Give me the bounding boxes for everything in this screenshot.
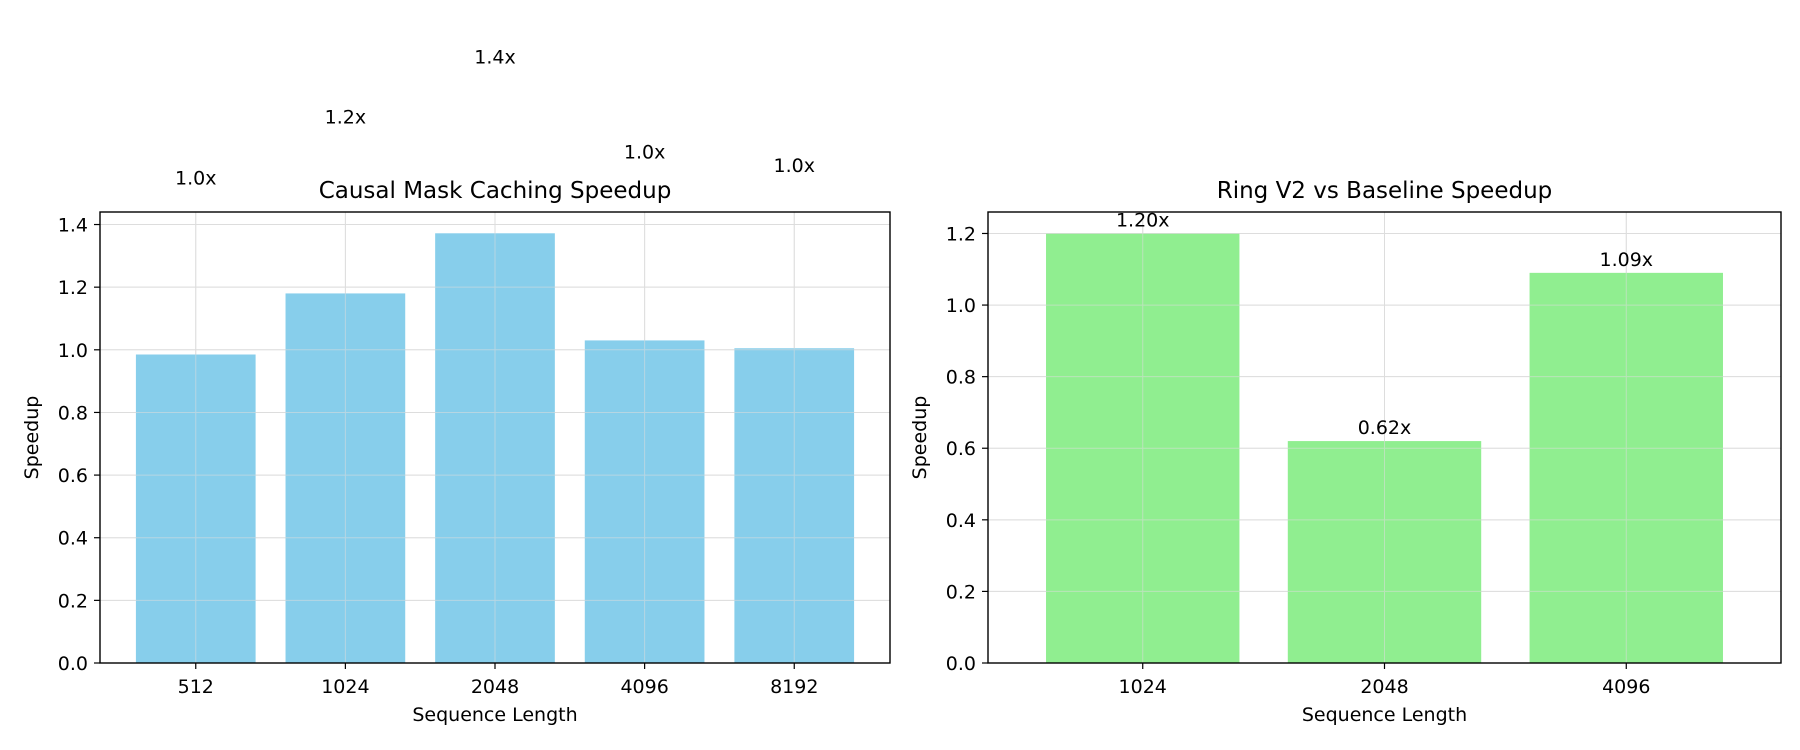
- data-label-1024: 1.20x: [1116, 209, 1170, 231]
- y-axis: 0.0 0.2 0.4 0.6 0.8 1.0 1.2: [946, 223, 988, 675]
- data-label-4096: 1.0x: [624, 141, 665, 163]
- y-tick-label: 1.0: [946, 295, 976, 317]
- x-tick-label-1024: 1024: [1119, 676, 1167, 698]
- x-tick-label-4096: 4096: [620, 676, 668, 698]
- x-axis: 512 1024 2048 4096 8192: [178, 663, 818, 698]
- y-tick-label: 0.6: [946, 438, 976, 460]
- y-tick-label: 0.8: [946, 367, 976, 389]
- chart-title: Ring V2 vs Baseline Speedup: [1217, 178, 1553, 204]
- x-axis-title: Sequence Length: [412, 704, 577, 726]
- y-tick-label: 1.2: [946, 223, 976, 245]
- y-tick-label: 0.2: [58, 590, 88, 612]
- y-tick-label: 0.4: [58, 528, 88, 550]
- y-axis: 0.0 0.2 0.4 0.6 0.8 1.0 1.2 1.4: [58, 215, 100, 675]
- x-axis-title: Sequence Length: [1302, 704, 1467, 726]
- x-tick-label-2048: 2048: [1360, 676, 1408, 698]
- data-label-1024: 1.2x: [325, 106, 366, 128]
- x-tick-label-4096: 4096: [1602, 676, 1650, 698]
- data-label-2048: 0.62x: [1358, 417, 1412, 439]
- data-label-2048: 1.4x: [474, 46, 515, 68]
- data-labels: 1.0x 1.2x 1.4x 1.0x 1.0x: [175, 46, 815, 189]
- data-labels: 1.20x 0.62x 1.09x: [1116, 209, 1653, 439]
- x-tick-label-1024: 1024: [321, 676, 369, 698]
- chart-panel-2: 1.20x 0.62x 1.09x 0.0 0.2 0.4 0.6 0.8 1.0 1.2 1024…: [909, 178, 1782, 726]
- data-label-512: 1.0x: [175, 168, 216, 190]
- y-tick-label: 0.6: [58, 465, 88, 487]
- data-label-4096: 1.09x: [1599, 249, 1653, 271]
- y-tick-label: 0.2: [946, 581, 976, 603]
- x-axis: 1024 2048 4096: [1119, 663, 1650, 698]
- y-tick-label: 0.8: [58, 402, 88, 424]
- x-tick-label-8192: 8192: [770, 676, 818, 698]
- data-label-8192: 1.0x: [774, 155, 815, 177]
- y-tick-label: 0.0: [946, 653, 976, 675]
- y-tick-label: 1.4: [58, 215, 88, 237]
- x-tick-label-2048: 2048: [471, 676, 519, 698]
- y-tick-label: 1.2: [58, 277, 88, 299]
- x-tick-label-512: 512: [178, 676, 214, 698]
- y-axis-title: Speedup: [909, 396, 931, 480]
- y-tick-label: 0.4: [946, 510, 976, 532]
- chart-title: Causal Mask Caching Speedup: [319, 178, 672, 204]
- chart-panel-1: 1.0x 1.2x 1.4x 1.0x 1.0x 0.0 0.2 0.4 0.6 0.8 1.0 1.…: [21, 46, 891, 726]
- y-tick-label: 0.0: [58, 653, 88, 675]
- y-axis-title: Speedup: [21, 396, 43, 480]
- y-tick-label: 1.0: [58, 340, 88, 362]
